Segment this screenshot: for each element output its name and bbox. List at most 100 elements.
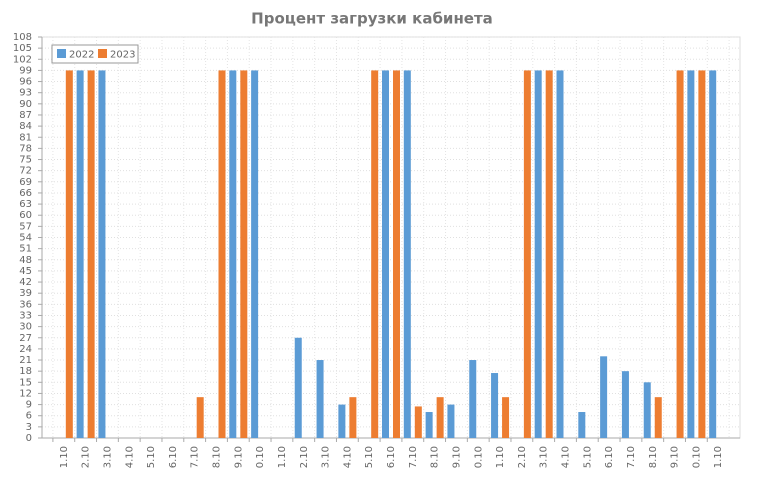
x-tick-label: 6.10 <box>168 446 179 468</box>
x-tick-label: 0.10 <box>255 446 266 468</box>
y-tick-label: 42 <box>19 277 32 288</box>
bar <box>523 70 531 439</box>
y-tick-label: 6 <box>26 411 32 422</box>
bar <box>403 70 411 439</box>
x-tick-label: 7.10 <box>190 446 201 468</box>
bar <box>65 70 73 439</box>
bar <box>621 371 629 438</box>
x-tick-label: 9.10 <box>233 446 244 468</box>
x-tick-label: 1.10 <box>495 446 506 468</box>
y-tick-label: 30 <box>19 322 32 333</box>
bar <box>338 404 346 438</box>
y-tick-label: 27 <box>19 333 32 344</box>
bar <box>709 70 717 439</box>
bar <box>436 397 444 438</box>
bar <box>676 70 684 439</box>
bar <box>349 397 357 438</box>
bar <box>687 70 695 439</box>
x-tick-label: 5.10 <box>364 446 375 468</box>
x-tick-label: 5.10 <box>146 446 157 468</box>
bar <box>491 373 499 438</box>
x-tick-label: 4.10 <box>342 446 353 468</box>
bar <box>414 406 422 438</box>
y-tick-label: 60 <box>19 210 32 221</box>
y-tick-label: 15 <box>19 377 32 388</box>
y-tick-label: 18 <box>19 366 32 377</box>
bar <box>218 70 226 439</box>
y-tick-label: 48 <box>19 255 32 266</box>
y-tick-label: 45 <box>19 266 32 277</box>
y-tick-label: 93 <box>19 88 32 99</box>
x-tick-label: 9.10 <box>670 446 681 468</box>
x-tick-label: 7.10 <box>626 446 637 468</box>
legend-label: 2023 <box>110 50 135 61</box>
bar <box>534 70 542 439</box>
y-tick-label: 57 <box>19 221 32 232</box>
x-tick-label: 1.10 <box>277 446 288 468</box>
x-tick-label: 8.10 <box>430 446 441 468</box>
y-tick-label: 69 <box>19 177 32 188</box>
x-tick-label: 4.10 <box>124 446 135 468</box>
bar <box>229 70 237 439</box>
bar <box>76 70 84 439</box>
bar <box>316 360 324 438</box>
bar <box>578 412 586 438</box>
y-tick-label: 63 <box>19 199 32 210</box>
x-tick-label: 9.10 <box>451 446 462 468</box>
y-tick-label: 75 <box>19 155 32 166</box>
y-tick-label: 3 <box>26 422 32 433</box>
x-tick-label: 5.10 <box>582 446 593 468</box>
bar <box>643 382 651 438</box>
bar <box>502 397 510 438</box>
y-tick-label: 78 <box>19 143 32 154</box>
x-tick-label: 4.10 <box>561 446 572 468</box>
bar <box>469 360 477 438</box>
bar <box>251 70 259 439</box>
y-tick-label: 105 <box>13 43 32 54</box>
x-tick-label: 8.10 <box>648 446 659 468</box>
x-tick-label: 1.10 <box>59 446 70 468</box>
y-tick-label: 87 <box>19 110 32 121</box>
x-tick-label: 3.10 <box>539 446 550 468</box>
bar <box>545 70 553 439</box>
x-tick-label: 1.10 <box>713 446 724 468</box>
legend-swatch <box>98 49 107 58</box>
legend-swatch <box>57 49 66 58</box>
y-tick-label: 12 <box>19 388 32 399</box>
x-tick-label: 0.10 <box>473 446 484 468</box>
bar <box>294 337 302 438</box>
y-tick-label: 99 <box>19 65 32 76</box>
bar <box>600 356 608 438</box>
legend-box <box>51 44 139 64</box>
y-tick-label: 108 <box>13 32 32 43</box>
bar <box>425 412 433 438</box>
y-tick-label: 96 <box>19 77 32 88</box>
x-tick-label: 6.10 <box>604 446 615 468</box>
y-tick-label: 90 <box>19 99 32 110</box>
y-tick-label: 81 <box>19 132 32 143</box>
legend-label: 2022 <box>69 50 94 61</box>
bar <box>196 397 204 438</box>
y-tick-label: 24 <box>19 344 32 355</box>
x-tick-label: 3.10 <box>102 446 113 468</box>
y-tick-label: 36 <box>19 299 32 310</box>
x-tick-label: 2.10 <box>81 446 92 468</box>
bar <box>240 70 248 439</box>
y-tick-label: 9 <box>26 400 32 411</box>
y-tick-label: 84 <box>19 121 32 132</box>
bar <box>698 70 706 439</box>
y-tick-label: 21 <box>19 355 32 366</box>
bar <box>556 70 564 439</box>
bar <box>382 70 389 439</box>
chart-title: Процент загрузки кабинета <box>251 10 493 28</box>
bar <box>371 70 379 439</box>
bar <box>393 70 400 439</box>
y-tick-label: 66 <box>19 188 32 199</box>
x-tick-label: 3.10 <box>321 446 332 468</box>
bar <box>87 70 95 439</box>
y-tick-label: 33 <box>19 310 32 321</box>
y-tick-label: 51 <box>19 244 32 255</box>
bar <box>654 397 662 438</box>
x-tick-label: 2.10 <box>299 446 310 468</box>
